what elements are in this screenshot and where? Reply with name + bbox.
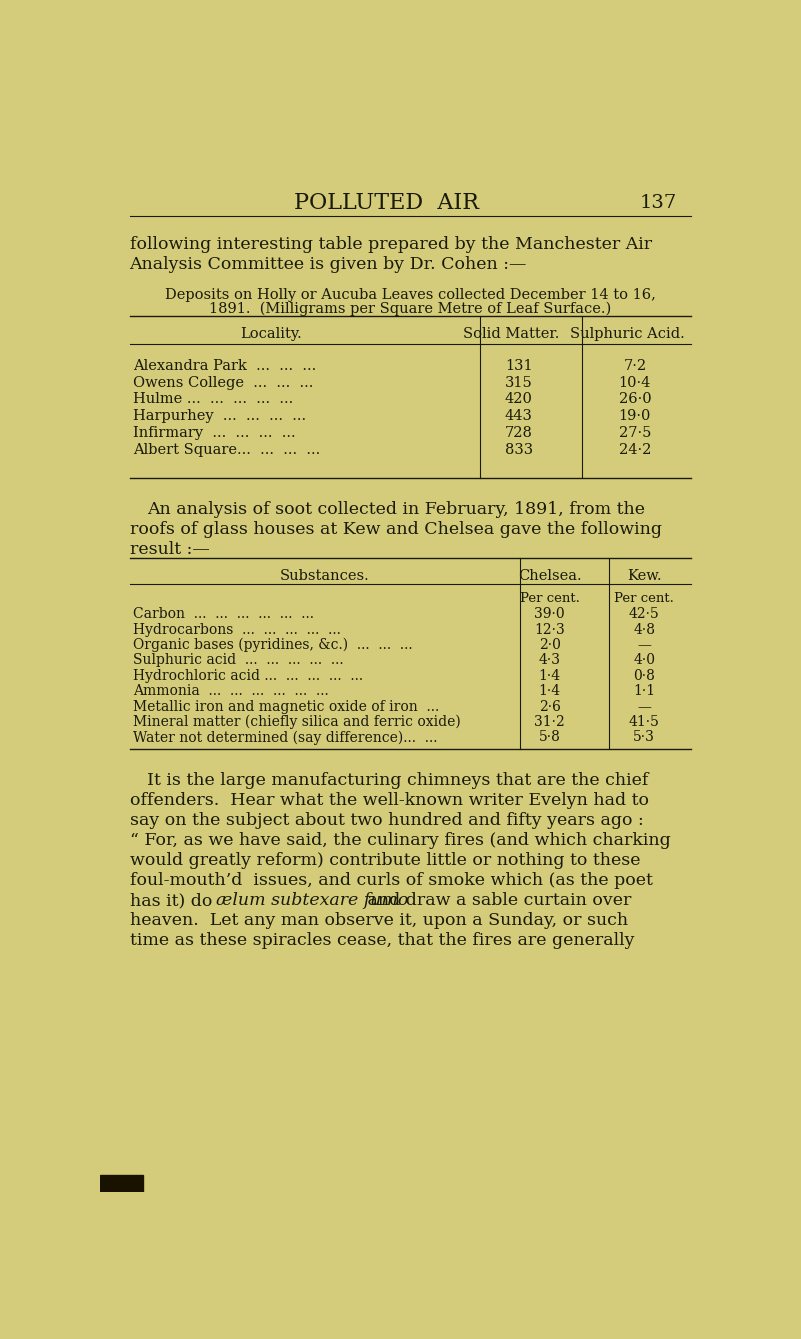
Text: 4·0: 4·0 xyxy=(633,653,655,667)
Text: 833: 833 xyxy=(505,443,533,458)
Text: Per cent.: Per cent. xyxy=(614,592,674,605)
Text: time as these spiracles cease, that the fires are generally: time as these spiracles cease, that the … xyxy=(130,932,634,949)
Text: 2·0: 2·0 xyxy=(539,639,561,652)
Text: offenders.  Hear what the well-known writer Evelyn had to: offenders. Hear what the well-known writ… xyxy=(130,793,649,809)
Text: Analysis Committee is given by Dr. Cohen :—: Analysis Committee is given by Dr. Cohen… xyxy=(130,256,527,273)
Text: 5·3: 5·3 xyxy=(634,731,655,744)
Text: Alexandra Park  ...  ...  ...: Alexandra Park ... ... ... xyxy=(133,359,316,372)
Text: 4·8: 4·8 xyxy=(633,623,655,636)
Text: Harpurhey  ...  ...  ...  ...: Harpurhey ... ... ... ... xyxy=(133,410,306,423)
Text: 728: 728 xyxy=(505,426,533,441)
Text: Sulphuric Acid.: Sulphuric Acid. xyxy=(570,327,685,341)
Text: result :—: result :— xyxy=(130,541,209,558)
Text: 2·6: 2·6 xyxy=(539,700,561,714)
Text: Deposits on Holly or Aucuba Leaves collected December 14 to 16,: Deposits on Holly or Aucuba Leaves colle… xyxy=(165,288,655,301)
Text: Owens College  ...  ...  ...: Owens College ... ... ... xyxy=(133,375,313,390)
Text: 19·0: 19·0 xyxy=(618,410,651,423)
Text: Sulphuric acid  ...  ...  ...  ...  ...: Sulphuric acid ... ... ... ... ... xyxy=(133,653,344,667)
Text: Substances.: Substances. xyxy=(280,569,370,582)
Text: “ For, as we have said, the culinary fires (and which charking: “ For, as we have said, the culinary fir… xyxy=(130,832,670,849)
Text: 42·5: 42·5 xyxy=(629,608,659,621)
Text: Hulme ...  ...  ...  ...  ...: Hulme ... ... ... ... ... xyxy=(133,392,293,407)
Text: —: — xyxy=(638,700,651,714)
Text: would greatly reform) contribute little or nothing to these: would greatly reform) contribute little … xyxy=(130,852,640,869)
Text: 1·1: 1·1 xyxy=(633,684,655,698)
Text: 10·4: 10·4 xyxy=(618,375,651,390)
Text: 27·5: 27·5 xyxy=(618,426,651,441)
Text: ælum subtexare fumo: ælum subtexare fumo xyxy=(216,892,409,909)
Text: Solid Matter.: Solid Matter. xyxy=(463,327,559,341)
Text: 31·2: 31·2 xyxy=(534,715,565,728)
Text: 1891.  (Milligrams per Square Metre of Leaf Surface.): 1891. (Milligrams per Square Metre of Le… xyxy=(209,301,611,316)
Text: Carbon  ...  ...  ...  ...  ...  ...: Carbon ... ... ... ... ... ... xyxy=(133,608,314,621)
Text: 4·3: 4·3 xyxy=(538,653,561,667)
Text: Metallic iron and magnetic oxide of iron  ...: Metallic iron and magnetic oxide of iron… xyxy=(133,700,439,714)
Text: 7·2: 7·2 xyxy=(623,359,646,372)
Text: POLLUTED  AIR: POLLUTED AIR xyxy=(295,191,479,214)
Text: say on the subject about two hundred and fifty years ago :: say on the subject about two hundred and… xyxy=(130,811,643,829)
Text: Organic bases (pyridines, &c.)  ...  ...  ...: Organic bases (pyridines, &c.) ... ... .… xyxy=(133,639,413,652)
Text: 12·3: 12·3 xyxy=(534,623,565,636)
Text: has it) do: has it) do xyxy=(130,892,217,909)
Text: Hydrochloric acid ...  ...  ...  ...  ...: Hydrochloric acid ... ... ... ... ... xyxy=(133,670,363,683)
Text: 315: 315 xyxy=(505,375,533,390)
Text: Albert Square...  ...  ...  ...: Albert Square... ... ... ... xyxy=(133,443,320,458)
Text: 420: 420 xyxy=(505,392,533,407)
Text: Hydrocarbons  ...  ...  ...  ...  ...: Hydrocarbons ... ... ... ... ... xyxy=(133,623,340,636)
Text: —: — xyxy=(638,639,651,652)
Text: 41·5: 41·5 xyxy=(629,715,659,728)
Text: heaven.  Let any man observe it, upon a Sunday, or such: heaven. Let any man observe it, upon a S… xyxy=(130,912,628,929)
Text: Water not determined (say difference)...  ...: Water not determined (say difference)...… xyxy=(133,731,437,744)
Text: foul-mouth’d  issues, and curls of smoke which (as the poet: foul-mouth’d issues, and curls of smoke … xyxy=(130,872,653,889)
Text: Ammonia  ...  ...  ...  ...  ...  ...: Ammonia ... ... ... ... ... ... xyxy=(133,684,328,698)
Text: 24·2: 24·2 xyxy=(618,443,651,458)
Text: 5·8: 5·8 xyxy=(539,731,561,744)
Text: It is the large manufacturing chimneys that are the chief: It is the large manufacturing chimneys t… xyxy=(147,773,648,789)
Text: 443: 443 xyxy=(505,410,533,423)
Text: following interesting table prepared by the Manchester Air: following interesting table prepared by … xyxy=(130,236,652,253)
Text: Per cent.: Per cent. xyxy=(520,592,580,605)
Text: 1·4: 1·4 xyxy=(538,670,561,683)
Text: An analysis of soot collected in February, 1891, from the: An analysis of soot collected in Februar… xyxy=(147,501,645,518)
Text: 131: 131 xyxy=(505,359,533,372)
Text: Mineral matter (chiefly silica and ferric oxide): Mineral matter (chiefly silica and ferri… xyxy=(133,715,461,730)
Text: 137: 137 xyxy=(639,194,677,212)
Bar xyxy=(100,1174,143,1192)
Text: 26·0: 26·0 xyxy=(618,392,651,407)
Text: Infirmary  ...  ...  ...  ...: Infirmary ... ... ... ... xyxy=(133,426,296,441)
Text: roofs of glass houses at Kew and Chelsea gave the following: roofs of glass houses at Kew and Chelsea… xyxy=(130,521,662,538)
Text: Locality.: Locality. xyxy=(239,327,301,341)
Text: Chelsea.: Chelsea. xyxy=(517,569,582,582)
Text: and draw a sable curtain over: and draw a sable curtain over xyxy=(362,892,631,909)
Text: 1·4: 1·4 xyxy=(538,684,561,698)
Text: 39·0: 39·0 xyxy=(534,608,565,621)
Text: 0·8: 0·8 xyxy=(634,670,655,683)
Text: Kew.: Kew. xyxy=(627,569,662,582)
